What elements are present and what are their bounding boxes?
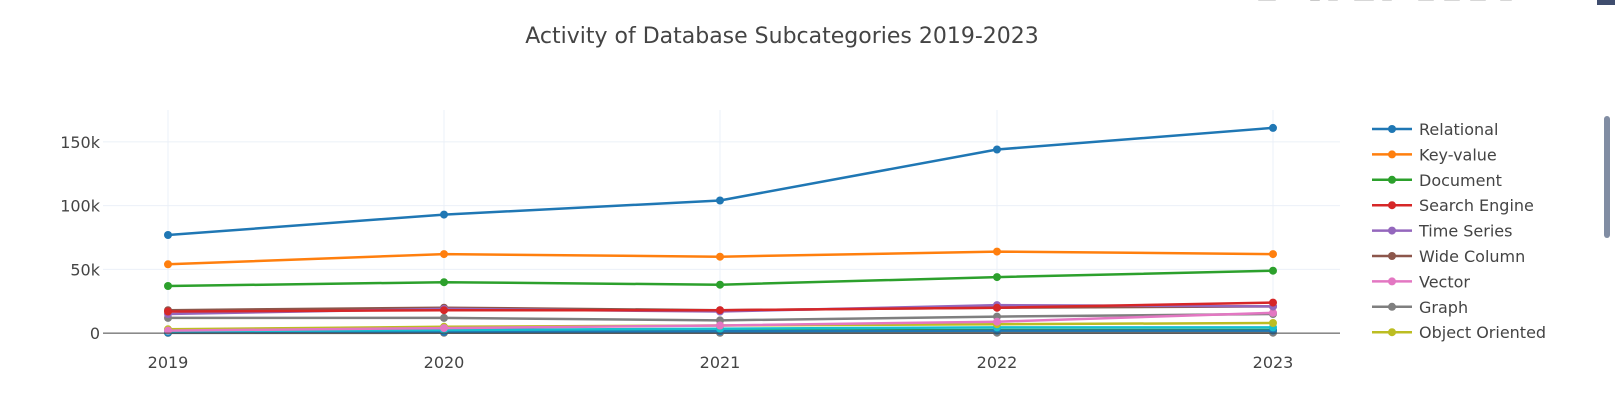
legend-label: Time Series	[1418, 222, 1512, 241]
legend-label: Graph	[1419, 298, 1468, 317]
data-point[interactable]	[716, 252, 724, 261]
chart-title: Activity of Database Subcategories 2019-…	[525, 24, 1039, 49]
data-point[interactable]	[440, 250, 448, 259]
zoom-out-icon[interactable]	[1444, 0, 1460, 1]
legend-item[interactable]: Wide Column	[1372, 247, 1525, 266]
x-tick-label: 2023	[1253, 353, 1294, 372]
pan-icon[interactable]	[1328, 0, 1338, 1]
plotly-logo-icon[interactable]	[1597, 0, 1615, 5]
data-point[interactable]	[1269, 319, 1277, 327]
y-tick-label: 100k	[60, 197, 101, 216]
data-point[interactable]	[716, 321, 724, 330]
data-point[interactable]	[440, 324, 448, 333]
series-key-value[interactable]	[164, 247, 1277, 269]
legend-item[interactable]: Vector	[1372, 272, 1470, 291]
data-point[interactable]	[716, 196, 724, 205]
grid-lines	[103, 110, 1340, 337]
data-point[interactable]	[164, 326, 172, 335]
series-lines	[164, 123, 1277, 337]
data-point[interactable]	[1269, 298, 1277, 307]
legend-label: Relational	[1419, 120, 1498, 139]
data-point[interactable]	[993, 273, 1001, 282]
lasso-icon[interactable]	[1382, 0, 1392, 1]
legend-scrollbar-thumb[interactable]	[1604, 116, 1610, 238]
legend-scrollbar[interactable]	[1602, 112, 1612, 242]
axes: 0 50k 100k 150k 2019 2020 2021 2022 2023	[60, 133, 1340, 372]
series-search-engine[interactable]	[164, 298, 1277, 316]
legend-item[interactable]: Key-value	[1372, 145, 1497, 164]
data-point[interactable]	[993, 303, 1001, 312]
data-point[interactable]	[716, 306, 724, 315]
legend-marker	[1388, 226, 1396, 235]
data-point[interactable]	[716, 280, 724, 289]
series-relational[interactable]	[164, 123, 1277, 239]
camera-icon[interactable]	[1258, 0, 1276, 1]
data-point[interactable]	[1269, 266, 1277, 275]
y-tick-label: 0	[90, 324, 100, 343]
y-tick-label: 50k	[70, 260, 100, 279]
legend-label: Wide Column	[1419, 247, 1525, 266]
x-tick-label: 2020	[424, 353, 465, 372]
data-point[interactable]	[993, 145, 1001, 154]
reset-axes-icon[interactable]	[1500, 0, 1512, 1]
y-tick-label: 150k	[60, 133, 101, 152]
data-point[interactable]	[440, 313, 448, 322]
legend-item[interactable]: Search Engine	[1372, 196, 1534, 215]
legend-item[interactable]: Object Oriented	[1372, 323, 1546, 342]
box-select-icon[interactable]	[1354, 0, 1374, 1]
data-point[interactable]	[1269, 123, 1277, 132]
x-tick-label: 2019	[148, 353, 189, 372]
plot-modebar[interactable]	[1258, 0, 1588, 4]
data-point[interactable]	[164, 260, 172, 269]
data-point[interactable]	[440, 306, 448, 315]
series-document[interactable]	[164, 266, 1277, 290]
legend-marker	[1388, 201, 1396, 210]
data-point[interactable]	[440, 210, 448, 219]
legend-label: Document	[1419, 171, 1502, 190]
series-vector[interactable]	[164, 308, 1277, 335]
x-tick-label: 2022	[977, 353, 1018, 372]
data-point[interactable]	[993, 247, 1001, 256]
data-point[interactable]	[993, 317, 1001, 326]
legend-label: Search Engine	[1419, 196, 1534, 215]
legend-item[interactable]: Time Series	[1372, 222, 1512, 241]
data-point[interactable]	[164, 231, 172, 239]
data-point[interactable]	[164, 282, 172, 290]
data-point[interactable]	[1269, 308, 1277, 317]
legend-item[interactable]: Relational	[1372, 120, 1498, 139]
data-point[interactable]	[164, 307, 172, 316]
zoom-icon[interactable]	[1310, 0, 1320, 1]
zoom-in-icon[interactable]	[1418, 0, 1434, 1]
legend-marker	[1388, 277, 1396, 286]
data-point[interactable]	[1269, 250, 1277, 259]
x-tick-label: 2021	[700, 353, 741, 372]
data-point[interactable]	[440, 278, 448, 287]
legend-marker	[1388, 175, 1396, 184]
legend[interactable]: Relational Key-value Document Search Engine…	[1372, 120, 1546, 342]
legend-label: Vector	[1419, 272, 1470, 291]
legend-item[interactable]: Graph	[1372, 298, 1468, 317]
legend-marker	[1388, 302, 1396, 311]
legend-item[interactable]: Document	[1372, 171, 1502, 190]
legend-marker	[1388, 328, 1396, 337]
legend-marker	[1388, 125, 1396, 133]
legend-label: Object Oriented	[1419, 323, 1546, 342]
legend-marker	[1388, 150, 1396, 159]
legend-marker	[1388, 252, 1396, 260]
legend-label: Key-value	[1419, 145, 1497, 164]
autoscale-icon[interactable]	[1470, 0, 1486, 1]
